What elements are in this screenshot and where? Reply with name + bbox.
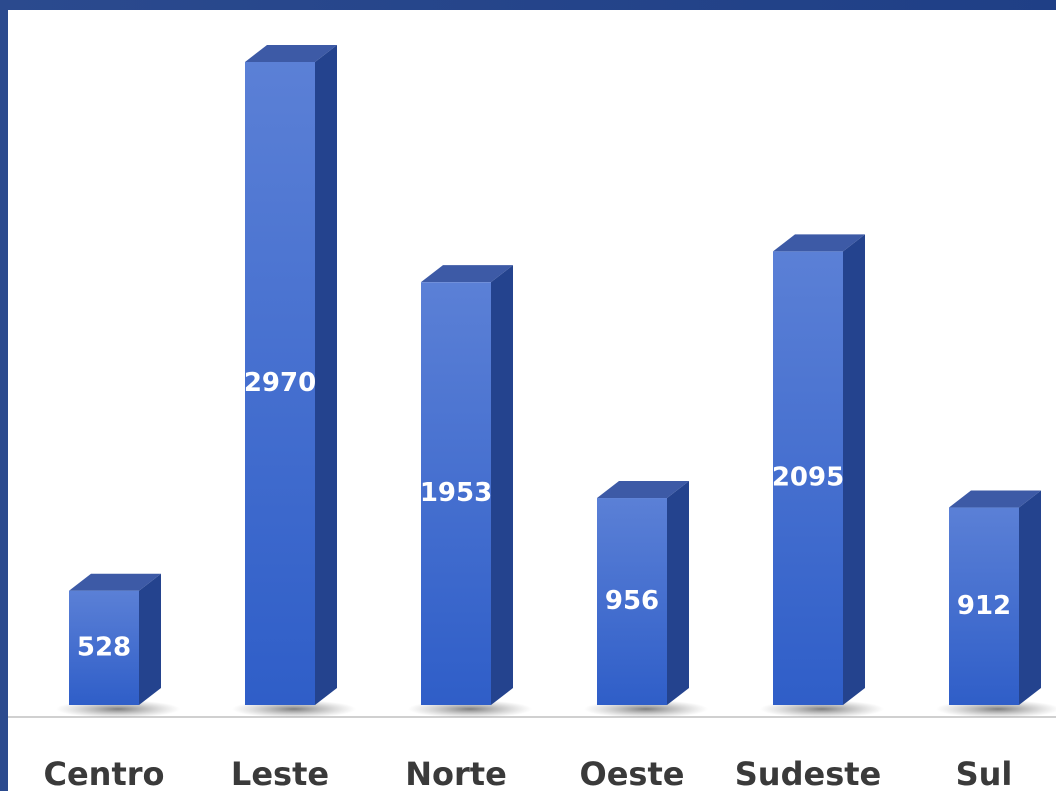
bar-top	[597, 481, 689, 499]
data-label: 2970	[244, 368, 316, 398]
bar-side	[139, 573, 161, 705]
bar	[69, 590, 139, 705]
bar-side	[315, 45, 337, 705]
bar-side	[491, 265, 513, 705]
x-tick-label: Sul	[956, 755, 1013, 791]
bar-top	[421, 265, 513, 283]
bar	[245, 62, 315, 705]
data-label: 2095	[772, 463, 844, 493]
x-tick-label: Leste	[231, 755, 329, 791]
bar-top	[773, 234, 865, 252]
data-label: 528	[77, 632, 131, 662]
data-label: 1953	[420, 478, 492, 508]
x-tick-label: Sudeste	[735, 755, 881, 791]
bar	[949, 507, 1019, 705]
plot-area	[8, 10, 1056, 791]
bar	[421, 282, 491, 705]
bar-side	[1019, 490, 1041, 705]
data-label: 912	[957, 591, 1011, 621]
bar-top	[949, 490, 1041, 508]
bar-top	[69, 573, 161, 591]
data-label: 956	[605, 586, 659, 616]
bar-side	[667, 481, 689, 705]
x-tick-label: Norte	[405, 755, 507, 791]
x-tick-label: Oeste	[580, 755, 685, 791]
bar	[773, 251, 843, 705]
x-tick-label: Centro	[43, 755, 164, 791]
bar-top	[245, 45, 337, 62]
bar-side	[843, 234, 865, 705]
bar	[597, 498, 667, 705]
